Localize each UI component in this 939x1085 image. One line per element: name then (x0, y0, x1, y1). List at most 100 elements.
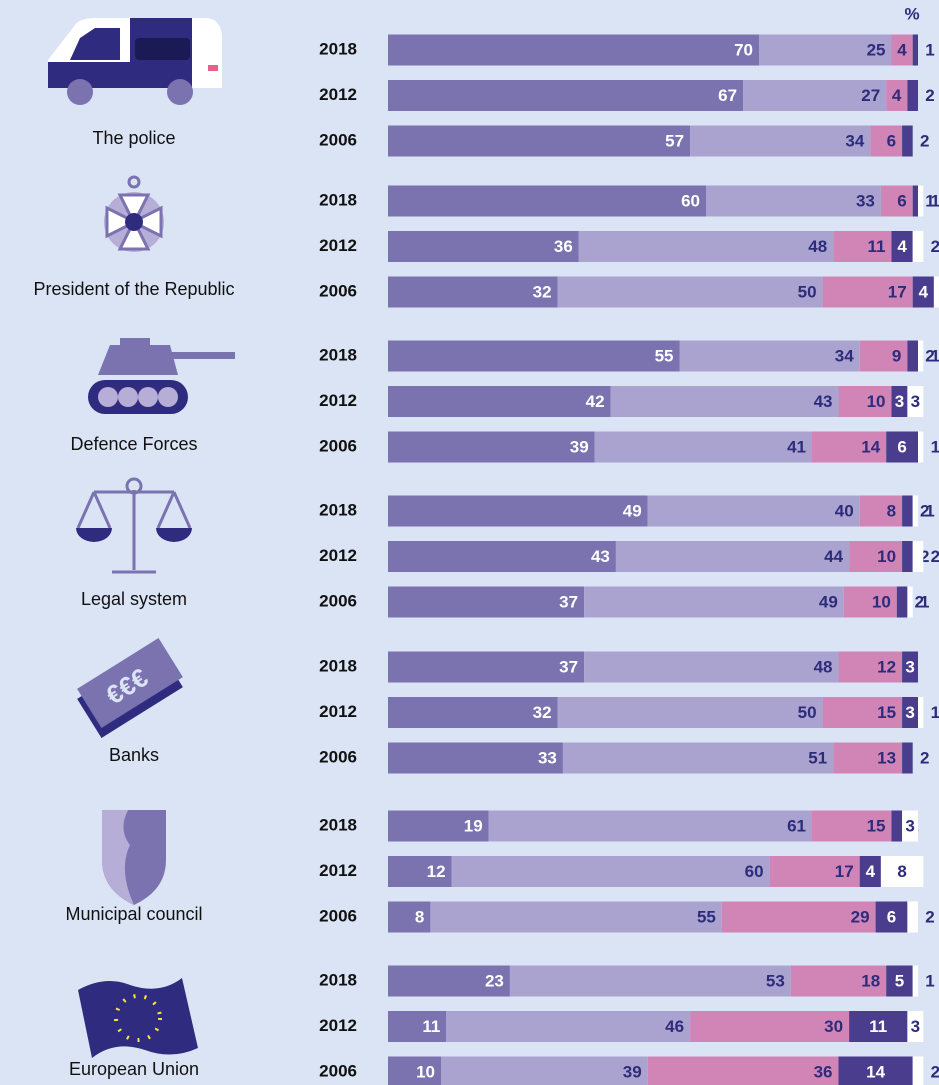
value-label: 18 (861, 971, 880, 990)
bar-segment (912, 185, 918, 217)
value-label: 4 (866, 862, 876, 881)
value-label: 2 (931, 237, 939, 256)
bar-segment (912, 231, 924, 262)
bar-segment (902, 125, 913, 157)
icon-eu-flag (78, 978, 198, 1058)
value-label: 4 (897, 237, 907, 256)
bar-segment (610, 386, 839, 417)
year-label: 2018 (319, 500, 357, 519)
bar-segment (647, 1056, 839, 1085)
year-label: 2018 (319, 190, 357, 209)
bar-segment (594, 431, 812, 463)
value-label: 1 (931, 346, 939, 365)
value-label: 29 (851, 907, 870, 926)
value-label: 2 (931, 1062, 939, 1081)
value-label: 10 (872, 592, 891, 611)
value-label: 2 (920, 131, 929, 150)
value-label: 17 (888, 282, 907, 301)
value-label: 2 (925, 907, 934, 926)
value-label: 37 (559, 657, 578, 676)
value-label: 8 (887, 501, 896, 520)
value-label: 8 (415, 907, 424, 926)
year-label: 2012 (319, 861, 357, 880)
year-label: 2018 (319, 970, 357, 989)
year-label: 2012 (319, 702, 357, 721)
bar-segment (721, 901, 876, 933)
year-label: 2012 (319, 391, 357, 410)
value-label: 33 (538, 748, 557, 767)
bar-segment (833, 231, 892, 262)
value-label: 2 (931, 547, 939, 566)
value-label: 10 (867, 392, 886, 411)
value-label: 57 (665, 131, 684, 150)
bar-segment (912, 541, 924, 572)
value-label: 6 (887, 907, 896, 926)
value-label: 3 (905, 657, 914, 676)
value-label: 60 (745, 862, 764, 881)
value-label: 6 (897, 191, 906, 210)
value-label: 51 (808, 748, 827, 767)
bar-segment (886, 431, 918, 463)
bar-segment (912, 965, 918, 997)
group-label: Defence Forces (70, 434, 197, 454)
bar-segment (902, 742, 913, 774)
value-label: 67 (718, 86, 737, 105)
value-label: 19 (464, 816, 483, 835)
icon-shield (102, 810, 166, 905)
year-label: 2012 (319, 1016, 357, 1035)
bar-segment (859, 856, 881, 887)
bar-segment (902, 541, 913, 572)
value-label: 10 (416, 1062, 435, 1081)
icon-president (104, 175, 164, 252)
bar-segment (388, 431, 595, 463)
bar-segment (891, 231, 913, 262)
value-label: 25 (867, 40, 886, 59)
value-label: 12 (877, 657, 896, 676)
value-label: 23 (485, 971, 504, 990)
bar-segment (451, 856, 770, 887)
year-label: 2006 (319, 281, 357, 300)
value-label: 49 (819, 592, 838, 611)
bar-segment (388, 541, 616, 572)
value-label: 6 (897, 437, 906, 456)
bar-segment (388, 1011, 447, 1042)
value-label: 55 (697, 907, 716, 926)
bar-segment (918, 340, 924, 372)
value-label: 11 (422, 1017, 440, 1036)
bar-segment (859, 340, 908, 372)
value-label: 10 (877, 547, 896, 566)
bar-segment (880, 185, 913, 217)
bar-segment (647, 495, 860, 527)
value-label: 60 (681, 191, 700, 210)
bar-segment (912, 1056, 924, 1085)
bar-segment (902, 810, 918, 842)
value-label: 42 (586, 392, 605, 411)
bar-segment (886, 80, 908, 111)
year-label: 2012 (319, 85, 357, 104)
year-label: 2006 (319, 591, 357, 610)
value-label: 1 (931, 191, 939, 210)
bar-segment (859, 495, 903, 527)
bar-segment (891, 810, 903, 842)
value-label: 1 (925, 501, 934, 520)
value-label: 12 (427, 862, 446, 881)
year-label: 2006 (319, 906, 357, 925)
unit-label: % (904, 4, 919, 23)
bar-segment (790, 965, 887, 997)
value-label: 1 (920, 592, 929, 611)
bar-segment (578, 231, 834, 262)
bar-segment (388, 340, 680, 372)
value-label: 34 (845, 131, 864, 150)
bar-segment (918, 431, 924, 463)
bar-segment (838, 386, 892, 417)
bar-segment (388, 810, 489, 842)
value-label: 46 (665, 1017, 684, 1036)
value-label: 50 (798, 282, 817, 301)
bar-segment (933, 276, 939, 308)
value-label: 3 (905, 703, 914, 722)
year-label: 2018 (319, 39, 357, 58)
bar-segment (918, 697, 924, 728)
bar-segment (388, 276, 558, 308)
value-label: 70 (734, 40, 753, 59)
value-label: 32 (533, 703, 552, 722)
